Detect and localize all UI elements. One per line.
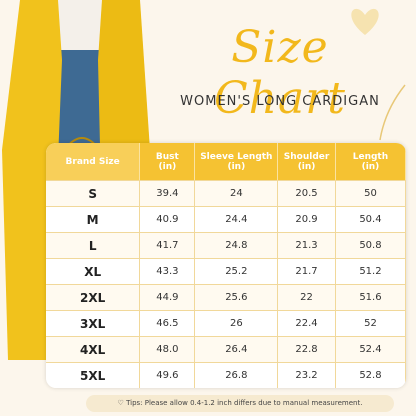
table-row: S 39.4 24 20.5 50 <box>46 180 406 206</box>
value-cell: 20.9 <box>278 206 336 232</box>
value-cell: 41.7 <box>140 232 196 258</box>
table-row: 2XL 44.9 25.6 22 51.6 <box>46 284 406 310</box>
table-row: M 40.9 24.4 20.9 50.4 <box>46 206 406 232</box>
value-cell: 40.9 <box>140 206 196 232</box>
value-cell: 26.4 <box>195 336 279 362</box>
leaf-decor <box>379 84 406 141</box>
column-header: Sleeve Length (in) <box>195 143 279 180</box>
value-cell: 26.8 <box>195 362 279 388</box>
value-cell: 25.6 <box>195 284 279 310</box>
size-cell: 4XL <box>46 336 141 362</box>
size-cell: L <box>46 232 141 258</box>
value-cell: 22.8 <box>278 336 336 362</box>
value-cell: 24.8 <box>195 232 279 258</box>
value-cell: 21.3 <box>278 232 336 258</box>
value-cell: 46.5 <box>140 310 196 336</box>
value-cell: 52.8 <box>335 362 406 388</box>
header-line: (in) <box>227 161 246 172</box>
value-cell: 50.8 <box>335 232 406 258</box>
value-cell: 22.4 <box>278 310 336 336</box>
title: Size Chart <box>214 22 346 124</box>
subtitle: WOMEN'S LONG CARDIGAN <box>180 94 380 109</box>
value-cell: 44.9 <box>140 284 196 310</box>
size-table: Brand Size Bust (in) Sleeve Length (in) Shoul… <box>46 143 406 388</box>
table-row: L 41.7 24.8 21.3 50.8 <box>46 232 406 258</box>
value-cell: 25.2 <box>195 258 279 284</box>
table-row: 3XL 46.5 26 22.4 52 <box>46 310 406 336</box>
header-line: Brand Size <box>65 156 120 167</box>
header-line: (in) <box>361 161 380 172</box>
column-header: Shoulder (in) <box>278 143 336 180</box>
value-cell: 24.4 <box>195 206 279 232</box>
value-cell: 20.5 <box>278 180 336 206</box>
size-cell: 3XL <box>46 310 141 336</box>
value-cell: 52.4 <box>335 336 406 362</box>
value-cell: 43.3 <box>140 258 196 284</box>
value-cell: 26 <box>195 310 279 336</box>
table-row: 5XL 49.6 26.8 23.2 52.8 <box>46 362 406 388</box>
header-line: (in) <box>297 161 316 172</box>
size-cell: M <box>46 206 141 232</box>
column-header: Bust (in) <box>140 143 196 180</box>
tips-text: Tips: Please allow 0.4-1.2 inch differs … <box>126 399 363 407</box>
header-line: Sleeve Length <box>200 151 273 162</box>
value-cell: 24 <box>195 180 279 206</box>
table-row: 4XL 48.0 26.4 22.8 52.4 <box>46 336 406 362</box>
size-cell: 5XL <box>46 362 141 388</box>
table-row: XL 43.3 25.2 21.7 51.2 <box>46 258 406 284</box>
header-row: Brand Size Bust (in) Sleeve Length (in) Shoul… <box>46 143 406 180</box>
value-cell: 51.2 <box>335 258 406 284</box>
value-cell: 49.6 <box>140 362 196 388</box>
value-cell: 48.0 <box>140 336 196 362</box>
size-cell: 2XL <box>46 284 141 310</box>
header-line: Bust <box>155 151 179 162</box>
size-cell: XL <box>46 258 141 284</box>
header-line: Shoulder <box>283 151 330 162</box>
column-header: Length (in) <box>335 143 406 180</box>
header-line: (in) <box>158 161 177 172</box>
header-line: Length <box>352 151 389 162</box>
size-cell: S <box>46 180 141 206</box>
value-cell: 51.6 <box>335 284 406 310</box>
tips: ♡ Tips: Please allow 0.4-1.2 inch differ… <box>86 395 394 412</box>
value-cell: 50.4 <box>335 206 406 232</box>
value-cell: 39.4 <box>140 180 196 206</box>
value-cell: 23.2 <box>278 362 336 388</box>
column-header: Brand Size <box>46 143 141 180</box>
value-cell: 50 <box>335 180 406 206</box>
jeans <box>58 50 102 160</box>
value-cell: 22 <box>278 284 336 310</box>
value-cell: 52 <box>335 310 406 336</box>
value-cell: 21.7 <box>278 258 336 284</box>
heart-decor <box>351 8 379 35</box>
